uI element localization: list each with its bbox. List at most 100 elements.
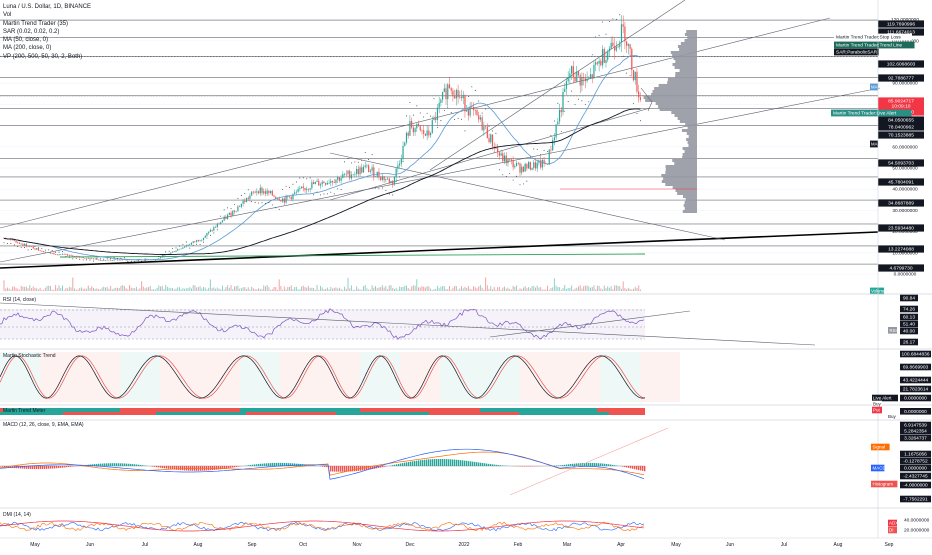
candle-body[interactable] <box>86 258 87 259</box>
legend-martin-trend-trader[interactable]: Martin Trend Trader (35) <box>3 20 91 28</box>
candle-body[interactable] <box>353 175 354 176</box>
candle-body[interactable] <box>559 110 560 122</box>
candle-body[interactable] <box>519 163 520 172</box>
candle-body[interactable] <box>174 251 175 252</box>
candle-body[interactable] <box>378 172 379 177</box>
candle-body[interactable] <box>571 66 572 73</box>
candle-body[interactable] <box>619 43 620 47</box>
candle-body[interactable] <box>237 206 238 211</box>
candle-body[interactable] <box>537 163 538 169</box>
legend-sar[interactable]: SAR (0.02, 0.02, 0.2) <box>3 28 91 36</box>
candle-body[interactable] <box>15 241 16 242</box>
candle-body[interactable] <box>186 245 187 246</box>
candle-body[interactable] <box>435 117 436 120</box>
candle-body[interactable] <box>585 78 586 81</box>
candle-body[interactable] <box>323 182 324 183</box>
candle-body[interactable] <box>554 137 555 140</box>
candle-body[interactable] <box>162 257 163 258</box>
candle-body[interactable] <box>401 159 402 164</box>
candle-body[interactable] <box>33 246 34 248</box>
candle-body[interactable] <box>636 72 637 92</box>
candle-body[interactable] <box>457 90 458 97</box>
candle-body[interactable] <box>60 254 61 255</box>
candle-body[interactable] <box>592 74 593 78</box>
candle-body[interactable] <box>478 115 479 119</box>
candle-body[interactable] <box>325 183 326 185</box>
candle-body[interactable] <box>433 117 434 120</box>
candle-body[interactable] <box>549 150 550 165</box>
candle-body[interactable] <box>430 133 431 135</box>
macd-title[interactable]: MACD (12, 26, close, 9, EMA, EMA) <box>3 422 84 428</box>
candle-body[interactable] <box>158 258 159 259</box>
candle-body[interactable] <box>540 160 541 167</box>
candle-body[interactable] <box>55 254 56 255</box>
candle-body[interactable] <box>397 165 398 168</box>
candle-body[interactable] <box>181 249 182 250</box>
candle-body[interactable] <box>411 121 412 128</box>
candle-body[interactable] <box>38 248 39 250</box>
candle-body[interactable] <box>83 257 84 258</box>
candle-body[interactable] <box>198 240 199 241</box>
candle-body[interactable] <box>310 188 311 189</box>
candle-body[interactable] <box>210 230 211 232</box>
candle-body[interactable] <box>58 254 59 255</box>
candle-body[interactable] <box>303 187 304 189</box>
candle-body[interactable] <box>332 181 333 182</box>
candle-body[interactable] <box>604 49 605 63</box>
candle-body[interactable] <box>93 259 94 260</box>
candle-body[interactable] <box>599 61 600 64</box>
candle-body[interactable] <box>224 217 225 221</box>
candle-body[interactable] <box>640 97 641 99</box>
candle-body[interactable] <box>95 259 96 260</box>
candle-body[interactable] <box>280 201 281 202</box>
candle-body[interactable] <box>328 183 329 184</box>
candle-body[interactable] <box>57 255 58 256</box>
candle-body[interactable] <box>516 163 517 166</box>
candle-body[interactable] <box>201 240 202 241</box>
candle-body[interactable] <box>526 164 527 169</box>
candle-body[interactable] <box>263 191 264 193</box>
candle-body[interactable] <box>45 252 46 253</box>
candle-body[interactable] <box>550 150 551 151</box>
candle-body[interactable] <box>267 191 268 194</box>
candle-body[interactable] <box>394 177 395 184</box>
candle-body[interactable] <box>296 192 297 193</box>
candle-body[interactable] <box>535 162 536 168</box>
candle-body[interactable] <box>354 174 355 175</box>
candle-body[interactable] <box>597 62 598 63</box>
candle-body[interactable] <box>115 259 116 260</box>
candle-body[interactable] <box>416 124 417 128</box>
candle-body[interactable] <box>466 110 467 111</box>
candle-body[interactable] <box>105 260 106 261</box>
candle-body[interactable] <box>34 249 35 250</box>
candle-body[interactable] <box>561 110 562 112</box>
candle-body[interactable] <box>390 181 391 183</box>
candle-body[interactable] <box>463 95 464 98</box>
candle-body[interactable] <box>89 258 90 259</box>
candle-body[interactable] <box>461 97 462 98</box>
candle-body[interactable] <box>359 167 360 174</box>
candle-body[interactable] <box>289 197 290 198</box>
candle-body[interactable] <box>482 117 483 130</box>
candle-body[interactable] <box>163 255 164 257</box>
candle-body[interactable] <box>64 254 65 255</box>
candle-body[interactable] <box>40 250 41 251</box>
candle-body[interactable] <box>53 253 54 254</box>
candle-body[interactable] <box>578 72 579 76</box>
candle-body[interactable] <box>311 182 312 188</box>
candle-body[interactable] <box>43 251 44 252</box>
candle-body[interactable] <box>184 247 185 248</box>
candle-body[interactable] <box>335 180 336 183</box>
candle-body[interactable] <box>260 188 261 194</box>
candle-body[interactable] <box>69 255 70 256</box>
candle-body[interactable] <box>509 159 510 160</box>
candle-body[interactable] <box>160 257 161 259</box>
candle-body[interactable] <box>229 213 230 215</box>
candle-body[interactable] <box>392 181 393 184</box>
candle-body[interactable] <box>490 134 491 142</box>
candle-body[interactable] <box>638 92 639 98</box>
candle-body[interactable] <box>246 198 247 202</box>
candle-body[interactable] <box>525 164 526 172</box>
candle-body[interactable] <box>518 163 519 164</box>
legend-volume[interactable]: Vol <box>3 11 91 19</box>
